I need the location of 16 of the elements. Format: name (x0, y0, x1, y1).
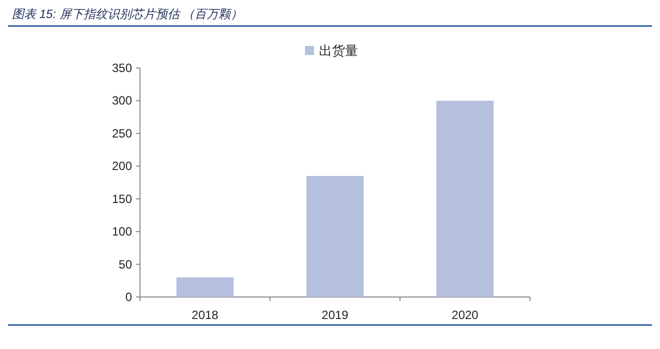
bar (436, 100, 494, 297)
y-tick-label: 50 (118, 257, 132, 272)
bar (306, 176, 364, 297)
y-tick-label: 100 (112, 224, 132, 239)
y-tick-label: 200 (112, 159, 132, 174)
y-tick-label: 300 (112, 94, 132, 108)
x-tick-label: 2019 (322, 308, 349, 322)
legend-label: 出货量 (319, 43, 358, 58)
y-tick-label: 250 (112, 126, 132, 140)
chart-title: 图表 15: 屏下指纹识别芯片预估 （百万颗） (12, 7, 243, 21)
y-tick-label: 150 (112, 192, 132, 206)
x-tick-label: 2018 (192, 308, 219, 322)
y-tick-label: 0 (125, 290, 132, 304)
y-tick-label: 350 (112, 61, 132, 75)
x-tick-label: 2020 (452, 308, 479, 322)
bar (176, 277, 234, 297)
